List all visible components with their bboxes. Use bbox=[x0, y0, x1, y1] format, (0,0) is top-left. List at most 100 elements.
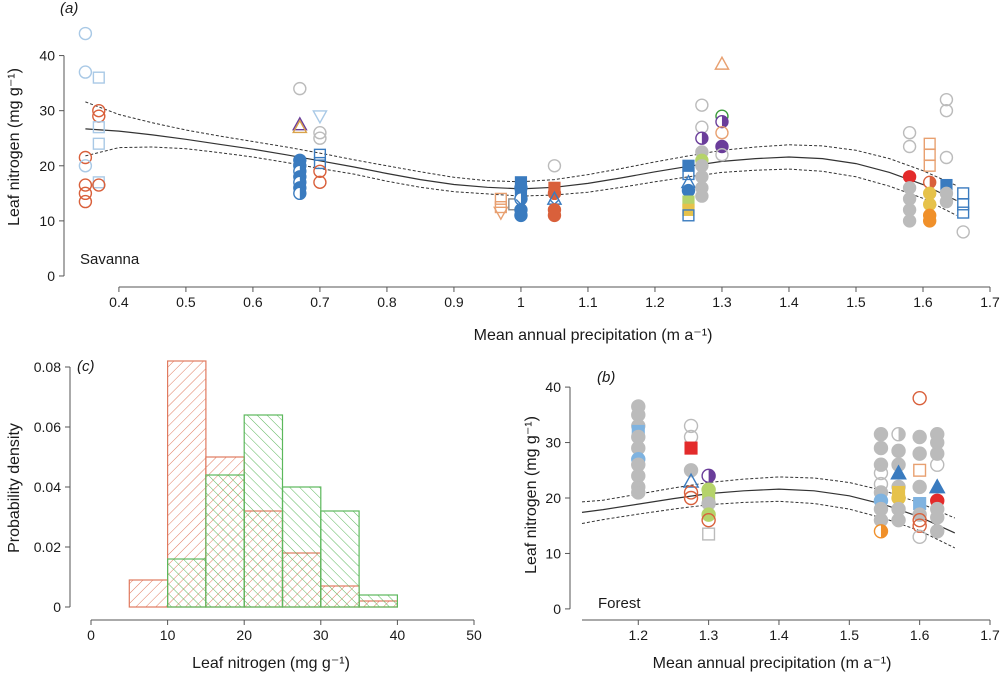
panel-a-data-point bbox=[902, 203, 917, 217]
panel-a-data-point bbox=[312, 110, 328, 125]
panel-b-data-point bbox=[701, 468, 716, 484]
panel-a-data-point bbox=[939, 150, 954, 165]
panel-a-upper-ci-line bbox=[85, 101, 957, 187]
panel-a-data-point bbox=[514, 192, 528, 206]
panel-a-y-tick-label: 40 bbox=[39, 48, 55, 64]
panel-a-data-point bbox=[715, 126, 729, 140]
panel-a-data-point bbox=[681, 183, 696, 198]
panel-c-y-axis-title: Probability density bbox=[6, 423, 23, 553]
panel-b-y-tick-label: 30 bbox=[545, 435, 561, 451]
panel-a-data-point bbox=[682, 209, 695, 222]
panel-a-data-point bbox=[292, 116, 308, 131]
panel-a-x-tick-label: 0.8 bbox=[377, 294, 397, 310]
panel-a-x-tick-label: 0.7 bbox=[310, 294, 330, 310]
panel-b-data-point bbox=[891, 427, 906, 442]
panel-a-data-point bbox=[78, 65, 93, 79]
panel-b-note: Forest bbox=[598, 595, 641, 612]
panel-a-data-point bbox=[78, 186, 93, 201]
panel-a-data-point bbox=[695, 189, 709, 203]
panel-b-data-point bbox=[912, 529, 927, 545]
panel-a-x-tick-label: 1 bbox=[517, 294, 525, 310]
panel-a-data-point bbox=[695, 131, 709, 145]
panel-c-x-tick-label: 50 bbox=[466, 627, 482, 643]
panel-a-data-point bbox=[547, 208, 562, 223]
panel-b-y-tick-label: 40 bbox=[545, 379, 561, 395]
panel-b-forest-scatter: (b) Forest Mean annual precipitation (m … bbox=[523, 369, 1000, 672]
panel-a-data-point bbox=[78, 26, 93, 41]
panel-c-histogram: (c) Leaf nitrogen (mg g⁻¹) Probability d… bbox=[6, 358, 482, 672]
panel-b-x-tick-label: 1.5 bbox=[840, 627, 860, 643]
panel-a-data-point bbox=[922, 186, 937, 201]
panel-a-x-tick-label: 1.7 bbox=[980, 294, 1000, 310]
panel-c-x-tick-label: 20 bbox=[236, 627, 252, 643]
panel-a-x-axis-title: Mean annual precipitation (m a⁻¹) bbox=[474, 327, 713, 344]
panel-b-y-tick-label: 20 bbox=[545, 490, 561, 506]
panel-b-x-tick-label: 1.2 bbox=[629, 627, 649, 643]
panel-b-y-tick-label: 0 bbox=[553, 601, 561, 617]
panel-b-data-point bbox=[912, 512, 927, 528]
panel-a-data-point bbox=[956, 225, 970, 239]
panel-a-data-point bbox=[957, 198, 970, 211]
panel-a-x-tick-label: 1.6 bbox=[913, 294, 933, 310]
panel-b-data-point bbox=[912, 479, 927, 495]
panel-b-data-point bbox=[702, 527, 716, 541]
panel-b-letter: (b) bbox=[597, 369, 615, 386]
panel-a-x-tick-label: 1.5 bbox=[846, 294, 866, 310]
panel-a-data-point bbox=[293, 81, 307, 96]
panel-a-data-point bbox=[923, 137, 936, 150]
panel-a-data-point bbox=[313, 175, 327, 190]
panel-b-data-point bbox=[913, 463, 927, 477]
panel-a-data-point bbox=[78, 150, 93, 165]
panel-b-x-tick-label: 1.6 bbox=[910, 627, 930, 643]
panel-b-data-point bbox=[912, 429, 927, 445]
panel-a-y-tick-label: 10 bbox=[39, 213, 55, 229]
panel-a-data-point bbox=[902, 126, 917, 140]
panel-c-histogram-bar bbox=[205, 474, 245, 608]
panel-a-data-point bbox=[902, 181, 917, 195]
panel-b-y-tick-label: 10 bbox=[545, 545, 561, 561]
panel-a-data-point bbox=[695, 120, 709, 134]
panel-b-data-point bbox=[891, 512, 906, 528]
panel-c-x-axis-title: Leaf nitrogen (mg g⁻¹) bbox=[192, 655, 350, 672]
panel-a-data-point bbox=[292, 119, 308, 134]
panel-c-y-tick-label: 0.06 bbox=[34, 419, 61, 435]
panel-a-data-point bbox=[493, 206, 509, 221]
panel-a-data-point bbox=[695, 98, 709, 112]
panel-a-x-tick-label: 0.9 bbox=[444, 294, 464, 310]
panel-a-data-point bbox=[92, 178, 106, 192]
panel-a-letter: (a) bbox=[60, 0, 78, 17]
panel-c-histogram-bar bbox=[128, 579, 169, 608]
panel-b-data-point bbox=[683, 418, 699, 434]
panel-b-data-point bbox=[683, 463, 699, 478]
panel-c-y-tick-label: 0.02 bbox=[34, 539, 61, 555]
panel-a-data-point bbox=[695, 159, 709, 173]
panel-a-x-tick-label: 0.5 bbox=[176, 294, 196, 310]
panel-a-data-point bbox=[922, 214, 937, 228]
panel-b-data-point bbox=[682, 472, 700, 488]
panel-b-data-point bbox=[701, 507, 716, 522]
panel-b-data-point bbox=[912, 518, 927, 533]
panel-a-data-point bbox=[547, 159, 562, 173]
panel-a-data-point bbox=[902, 214, 917, 228]
panel-a-x-tick-label: 0.4 bbox=[109, 294, 129, 310]
panel-b-data-point bbox=[930, 524, 945, 539]
panel-a-savanna-scatter: (a) Savanna Mean annual precipitation (m… bbox=[6, 0, 1000, 344]
panel-c-histogram-bar bbox=[320, 510, 360, 608]
panel-a-data-point bbox=[715, 114, 729, 129]
panel-a-data-point bbox=[92, 121, 105, 134]
panel-b-data-point bbox=[891, 443, 906, 459]
panel-b-data-point bbox=[683, 485, 699, 500]
panel-a-y-tick-label: 20 bbox=[39, 158, 55, 174]
panel-a-x-tick-label: 1.1 bbox=[578, 294, 598, 310]
panel-b-fit-line bbox=[581, 488, 956, 534]
panel-b-x-tick-label: 1.7 bbox=[980, 627, 1000, 643]
panel-a-data-point bbox=[682, 159, 695, 172]
panel-a-data-point bbox=[902, 192, 917, 206]
panel-b-data-point bbox=[873, 427, 889, 442]
panel-a-data-point bbox=[902, 139, 917, 154]
panel-b-data-point bbox=[683, 490, 699, 506]
panel-c-histogram-bar bbox=[281, 486, 322, 608]
panel-c-y-tick-label: 0.08 bbox=[34, 359, 61, 375]
panel-a-data-point bbox=[714, 55, 730, 70]
